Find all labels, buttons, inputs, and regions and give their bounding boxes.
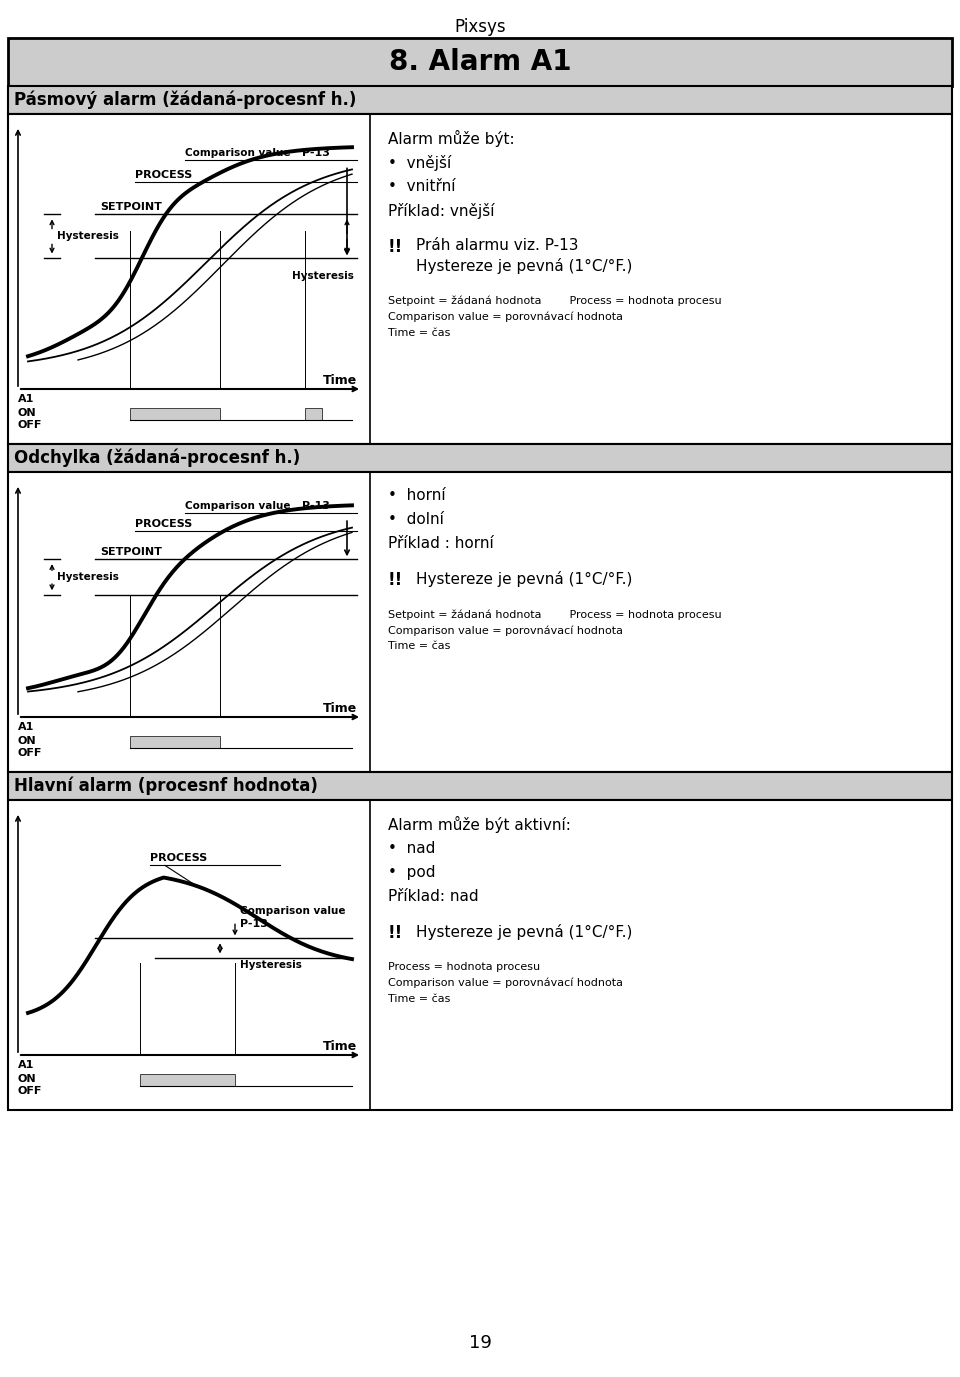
Text: •  dolní: • dolní xyxy=(388,512,444,527)
Text: !!: !! xyxy=(388,571,403,589)
Text: PROCESS: PROCESS xyxy=(135,171,192,180)
Text: SETPOINT: SETPOINT xyxy=(100,202,162,212)
Text: Odchylka (žádaná-procesnf h.): Odchylka (žádaná-procesnf h.) xyxy=(14,449,300,467)
Bar xyxy=(8,443,952,472)
Text: Setpoint = žádaná hodnota        Process = hodnota procesu: Setpoint = žádaná hodnota Process = hodn… xyxy=(388,609,722,620)
Bar xyxy=(8,85,952,114)
Text: ON: ON xyxy=(18,735,36,746)
Text: A1: A1 xyxy=(18,722,35,733)
Text: Time = čas: Time = čas xyxy=(388,328,450,337)
Text: •  vnější: • vnější xyxy=(388,156,451,171)
Bar xyxy=(130,735,220,748)
Text: Příklad : horní: Příklad : horní xyxy=(388,536,493,551)
Bar xyxy=(8,772,952,800)
Text: OFF: OFF xyxy=(18,420,42,430)
Text: SETPOINT: SETPOINT xyxy=(100,547,162,558)
Text: A1: A1 xyxy=(18,1060,35,1070)
Text: Comparison value: Comparison value xyxy=(240,906,346,916)
Text: Hystereze je pevná (1°C/°F.): Hystereze je pevná (1°C/°F.) xyxy=(416,924,633,940)
Bar xyxy=(8,114,952,443)
Text: P-13: P-13 xyxy=(302,501,330,511)
Text: •  vnitřní: • vnitřní xyxy=(388,179,455,194)
Text: Comparison value = porovnávací hodnota: Comparison value = porovnávací hodnota xyxy=(388,625,623,636)
Text: Hysteresis: Hysteresis xyxy=(57,231,119,241)
Text: Alarm může být:: Alarm může být: xyxy=(388,129,515,147)
Text: P-13: P-13 xyxy=(240,920,268,929)
Bar xyxy=(8,39,952,85)
Text: Hystereze je pevná (1°C/°F.): Hystereze je pevná (1°C/°F.) xyxy=(416,257,633,274)
Text: •  pod: • pod xyxy=(388,865,436,880)
Text: Hysteresis: Hysteresis xyxy=(57,573,119,582)
Text: Hlavní alarm (procesnf hodnota): Hlavní alarm (procesnf hodnota) xyxy=(14,777,318,796)
Text: PROCESS: PROCESS xyxy=(150,854,207,863)
Bar xyxy=(8,800,952,1110)
Text: Time: Time xyxy=(323,702,357,715)
Text: Comparison value = porovnávací hodnota: Comparison value = porovnávací hodnota xyxy=(388,313,623,322)
Text: Process = hodnota procesu: Process = hodnota procesu xyxy=(388,963,540,972)
Text: P-13: P-13 xyxy=(302,149,330,158)
Bar xyxy=(140,1074,235,1086)
Text: 19: 19 xyxy=(468,1334,492,1352)
Text: A1: A1 xyxy=(18,394,35,403)
Text: ON: ON xyxy=(18,408,36,419)
Text: Comparison value: Comparison value xyxy=(185,501,291,511)
Text: Hysteresis: Hysteresis xyxy=(240,960,301,971)
Text: Příklad: nad: Příklad: nad xyxy=(388,890,479,903)
Text: Setpoint = žádaná hodnota        Process = hodnota procesu: Setpoint = žádaná hodnota Process = hodn… xyxy=(388,296,722,307)
Text: Práh alarmu viz. P-13: Práh alarmu viz. P-13 xyxy=(416,238,579,253)
Text: !!: !! xyxy=(388,238,403,256)
Text: Pásmový alarm (žádaná-procesnf h.): Pásmový alarm (žádaná-procesnf h.) xyxy=(14,91,356,109)
Text: Comparison value = porovnávací hodnota: Comparison value = porovnávací hodnota xyxy=(388,978,623,989)
Text: Příklad: vnější: Příklad: vnější xyxy=(388,202,494,219)
Text: •  nad: • nad xyxy=(388,841,436,856)
Text: Time = čas: Time = čas xyxy=(388,994,450,1004)
Bar xyxy=(8,472,952,772)
Text: Pixsys: Pixsys xyxy=(454,18,506,36)
Text: OFF: OFF xyxy=(18,1086,42,1096)
Text: OFF: OFF xyxy=(18,748,42,757)
Text: PROCESS: PROCESS xyxy=(135,519,192,529)
Text: !!: !! xyxy=(388,924,403,942)
Text: Time = čas: Time = čas xyxy=(388,642,450,651)
Text: •  horní: • horní xyxy=(388,487,445,503)
Bar xyxy=(130,408,220,420)
Text: Hysteresis: Hysteresis xyxy=(292,271,354,281)
Text: ON: ON xyxy=(18,1074,36,1084)
Text: Alarm může být aktivní:: Alarm může být aktivní: xyxy=(388,817,571,833)
Bar xyxy=(305,408,322,420)
Text: Comparison value: Comparison value xyxy=(185,149,291,158)
Text: Time: Time xyxy=(323,375,357,387)
Text: Time: Time xyxy=(323,1040,357,1053)
Text: Hystereze je pevná (1°C/°F.): Hystereze je pevná (1°C/°F.) xyxy=(416,571,633,587)
Text: 8. Alarm A1: 8. Alarm A1 xyxy=(389,48,571,76)
